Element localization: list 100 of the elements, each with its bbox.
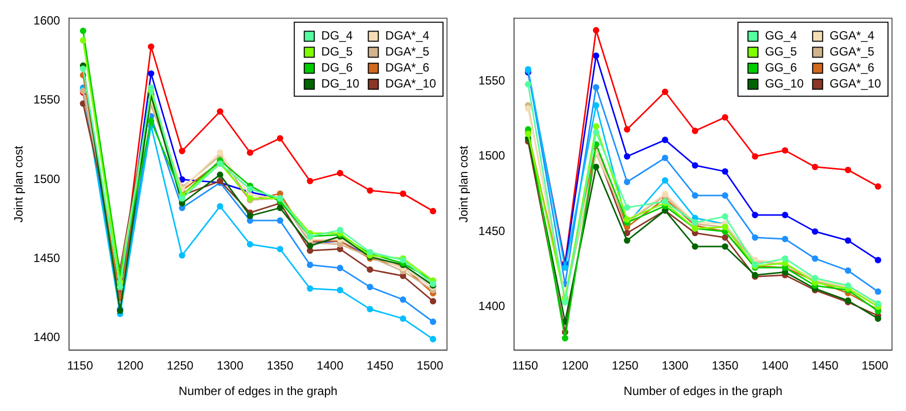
point bbox=[844, 237, 852, 244]
point bbox=[624, 204, 630, 211]
point bbox=[812, 164, 818, 170]
y-tick-label: 1450 bbox=[478, 224, 506, 238]
point bbox=[116, 284, 124, 290]
point bbox=[692, 162, 698, 169]
x-tick-label: 1250 bbox=[612, 358, 639, 373]
point bbox=[722, 234, 728, 241]
legend-label: DG_6 bbox=[321, 60, 353, 75]
x-tick-label: 1150 bbox=[67, 358, 94, 373]
point bbox=[782, 212, 788, 218]
point bbox=[400, 296, 406, 303]
point bbox=[662, 88, 668, 96]
legend-label: DGA*_5 bbox=[385, 44, 430, 59]
point bbox=[400, 190, 406, 197]
legend-label: GG_5 bbox=[764, 44, 798, 59]
point bbox=[592, 27, 600, 34]
point bbox=[752, 234, 758, 241]
point bbox=[624, 237, 630, 244]
point bbox=[276, 135, 284, 142]
legend-label: GG_6 bbox=[764, 60, 798, 75]
x-axis-title: Number of edges in the graph bbox=[624, 384, 782, 398]
point bbox=[148, 118, 154, 124]
point bbox=[178, 148, 186, 154]
point bbox=[430, 336, 436, 342]
y-axis-title: Joint plan cost bbox=[12, 145, 26, 223]
point bbox=[366, 284, 374, 290]
point bbox=[752, 153, 758, 160]
x-tick-label: 1250 bbox=[166, 358, 194, 373]
point bbox=[782, 147, 788, 154]
point bbox=[336, 170, 344, 176]
y-tick-label: 1550 bbox=[478, 74, 506, 88]
point bbox=[524, 105, 532, 112]
legend-label: GGA*_10 bbox=[830, 76, 882, 91]
point bbox=[430, 208, 436, 214]
x-tick-label: 1300 bbox=[662, 358, 689, 373]
point bbox=[722, 114, 728, 121]
x-tick-label: 1350 bbox=[712, 358, 739, 373]
point bbox=[592, 164, 600, 170]
point bbox=[752, 212, 758, 218]
point bbox=[246, 241, 254, 248]
point bbox=[430, 298, 436, 304]
point bbox=[336, 264, 344, 272]
y-axis-title: Joint plan cost bbox=[456, 145, 471, 223]
point bbox=[662, 154, 668, 162]
point bbox=[276, 217, 284, 224]
x-tick-label: 1200 bbox=[562, 358, 589, 373]
x-tick-label: 1450 bbox=[366, 358, 394, 373]
legend-label: DGA*_6 bbox=[385, 60, 430, 75]
legend-label: GG_10 bbox=[764, 76, 804, 91]
y-tick-label: 1500 bbox=[33, 172, 60, 186]
point bbox=[722, 243, 728, 250]
legend-label: DG_10 bbox=[321, 76, 360, 91]
point bbox=[592, 102, 600, 109]
point bbox=[692, 243, 698, 250]
point bbox=[812, 255, 818, 262]
y-tick-label: 1450 bbox=[33, 250, 60, 265]
point bbox=[592, 84, 600, 91]
x-tick-label: 1150 bbox=[512, 358, 538, 373]
point bbox=[722, 192, 728, 199]
point bbox=[366, 266, 374, 273]
point bbox=[366, 187, 374, 194]
point bbox=[692, 192, 698, 199]
point bbox=[874, 315, 882, 322]
x-tick-label: 1400 bbox=[762, 358, 789, 373]
point bbox=[336, 226, 344, 234]
legend-label: GGA*_5 bbox=[830, 44, 875, 59]
legend-label: DGA*_10 bbox=[385, 76, 436, 91]
point bbox=[246, 149, 254, 156]
x-tick-label: 1500 bbox=[416, 358, 444, 373]
y-tick-label: 1600 bbox=[33, 14, 60, 28]
point bbox=[216, 203, 224, 210]
point bbox=[306, 178, 314, 184]
point bbox=[276, 246, 284, 252]
point bbox=[844, 267, 852, 274]
x-tick-label: 1300 bbox=[216, 358, 244, 373]
point bbox=[80, 28, 86, 34]
x-tick-label: 1200 bbox=[116, 358, 144, 373]
point bbox=[592, 129, 600, 136]
point bbox=[722, 168, 728, 175]
point bbox=[562, 264, 568, 271]
x-axis-title: Number of edges in the graph bbox=[178, 384, 338, 398]
y-tick-label: 1550 bbox=[33, 92, 60, 107]
point bbox=[662, 136, 668, 144]
point bbox=[80, 66, 86, 72]
point bbox=[592, 123, 600, 130]
legend-label: GGA*_4 bbox=[830, 28, 875, 43]
point bbox=[216, 149, 224, 156]
x-tick-label: 1500 bbox=[862, 358, 889, 373]
point bbox=[216, 108, 224, 115]
point bbox=[366, 306, 374, 312]
point bbox=[874, 288, 882, 295]
point bbox=[812, 228, 818, 235]
x-tick-label: 1450 bbox=[812, 358, 839, 373]
point bbox=[148, 43, 154, 50]
point bbox=[306, 285, 314, 292]
point bbox=[148, 70, 154, 77]
legend-label: DG_4 bbox=[321, 28, 353, 43]
legend-label: GG_4 bbox=[764, 28, 798, 43]
x-tick-label: 1400 bbox=[316, 358, 344, 373]
